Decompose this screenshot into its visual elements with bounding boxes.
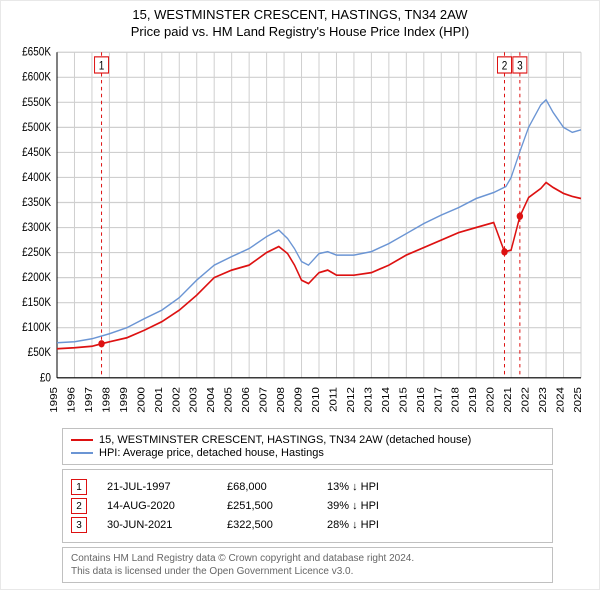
svg-text:3: 3	[517, 60, 523, 73]
svg-text:2001: 2001	[153, 387, 164, 413]
chart-title-subtitle: Price paid vs. HM Land Registry's House …	[7, 24, 593, 39]
sale-marker-badge: 1	[71, 479, 87, 495]
svg-text:2021: 2021	[503, 387, 514, 413]
sale-date: 14-AUG-2020	[107, 500, 207, 512]
svg-text:2019: 2019	[468, 387, 479, 413]
svg-text:1997: 1997	[84, 387, 95, 413]
svg-text:2015: 2015	[398, 387, 409, 413]
legend-label-hpi: HPI: Average price, detached house, Hast…	[99, 447, 324, 459]
svg-text:2005: 2005	[223, 387, 234, 413]
svg-text:£600K: £600K	[22, 71, 52, 84]
svg-text:£400K: £400K	[22, 171, 52, 184]
chart-plot: £0 £50K £100K £150K £200K £250K £300K £350K £400…	[7, 43, 593, 424]
svg-text:2011: 2011	[328, 387, 339, 412]
sale-price: £251,500	[227, 500, 307, 512]
chart-titles: 15, WESTMINSTER CRESCENT, HASTINGS, TN34…	[7, 5, 593, 43]
svg-text:£550K: £550K	[22, 96, 52, 109]
sale-marker-badge: 2	[71, 498, 87, 514]
svg-text:2012: 2012	[346, 387, 357, 413]
legend-swatch-hpi	[71, 452, 93, 454]
svg-text:2018: 2018	[450, 387, 461, 413]
svg-text:2003: 2003	[188, 387, 199, 413]
svg-text:1995: 1995	[49, 387, 60, 413]
legend-swatch-price-paid	[71, 439, 93, 441]
sale-price: £322,500	[227, 519, 307, 531]
svg-text:£50K: £50K	[28, 347, 52, 360]
svg-text:£450K: £450K	[22, 146, 52, 159]
svg-text:£500K: £500K	[22, 121, 52, 134]
svg-text:£100K: £100K	[22, 322, 52, 335]
legend-label-price-paid: 15, WESTMINSTER CRESCENT, HASTINGS, TN34…	[99, 434, 471, 446]
footer: Contains HM Land Registry data © Crown c…	[62, 547, 553, 583]
sale-diff: 39% ↓ HPI	[327, 500, 417, 512]
sale-price: £68,000	[227, 481, 307, 493]
svg-text:1998: 1998	[101, 387, 112, 413]
footer-line-2: This data is licensed under the Open Gov…	[71, 565, 544, 578]
svg-text:2022: 2022	[520, 387, 531, 413]
svg-text:2017: 2017	[433, 387, 444, 413]
svg-text:£150K: £150K	[22, 297, 52, 310]
svg-text:£0: £0	[40, 372, 51, 385]
svg-text:2010: 2010	[311, 387, 322, 413]
svg-text:1996: 1996	[66, 387, 77, 413]
svg-text:2016: 2016	[415, 387, 426, 413]
svg-text:2002: 2002	[171, 387, 182, 413]
svg-text:2008: 2008	[276, 387, 287, 413]
svg-text:2007: 2007	[258, 387, 269, 413]
sale-date: 21-JUL-1997	[107, 481, 207, 493]
svg-text:£300K: £300K	[22, 221, 52, 234]
legend-item-price-paid: 15, WESTMINSTER CRESCENT, HASTINGS, TN34…	[71, 434, 544, 446]
svg-text:£650K: £650K	[22, 46, 52, 59]
svg-text:2024: 2024	[555, 387, 566, 413]
svg-text:2025: 2025	[573, 387, 584, 413]
chart-title-address: 15, WESTMINSTER CRESCENT, HASTINGS, TN34…	[7, 7, 593, 22]
sale-diff: 28% ↓ HPI	[327, 519, 417, 531]
footer-line-1: Contains HM Land Registry data © Crown c…	[71, 552, 544, 565]
svg-text:2014: 2014	[381, 387, 392, 413]
svg-text:2006: 2006	[241, 387, 252, 413]
table-row: 2 14-AUG-2020 £251,500 39% ↓ HPI	[71, 498, 544, 514]
sale-marker-badge: 3	[71, 517, 87, 533]
svg-text:2023: 2023	[538, 387, 549, 413]
svg-text:2000: 2000	[136, 387, 147, 413]
chart-svg: £0 £50K £100K £150K £200K £250K £300K £350K £400…	[7, 43, 593, 424]
svg-text:£200K: £200K	[22, 271, 52, 284]
svg-text:2013: 2013	[363, 387, 374, 413]
svg-text:1999: 1999	[119, 387, 130, 413]
svg-text:£350K: £350K	[22, 196, 52, 209]
svg-text:2: 2	[502, 60, 508, 73]
chart-container: 15, WESTMINSTER CRESCENT, HASTINGS, TN34…	[0, 0, 600, 590]
table-row: 1 21-JUL-1997 £68,000 13% ↓ HPI	[71, 479, 544, 495]
legend: 15, WESTMINSTER CRESCENT, HASTINGS, TN34…	[62, 428, 553, 465]
svg-text:1: 1	[99, 60, 105, 73]
sale-diff: 13% ↓ HPI	[327, 481, 417, 493]
table-row: 3 30-JUN-2021 £322,500 28% ↓ HPI	[71, 517, 544, 533]
svg-text:£250K: £250K	[22, 246, 52, 259]
sale-date: 30-JUN-2021	[107, 519, 207, 531]
svg-text:2020: 2020	[485, 387, 496, 413]
legend-item-hpi: HPI: Average price, detached house, Hast…	[71, 447, 544, 459]
sales-table: 1 21-JUL-1997 £68,000 13% ↓ HPI 2 14-AUG…	[62, 469, 553, 543]
svg-text:2009: 2009	[293, 387, 304, 413]
svg-text:2004: 2004	[206, 387, 217, 413]
